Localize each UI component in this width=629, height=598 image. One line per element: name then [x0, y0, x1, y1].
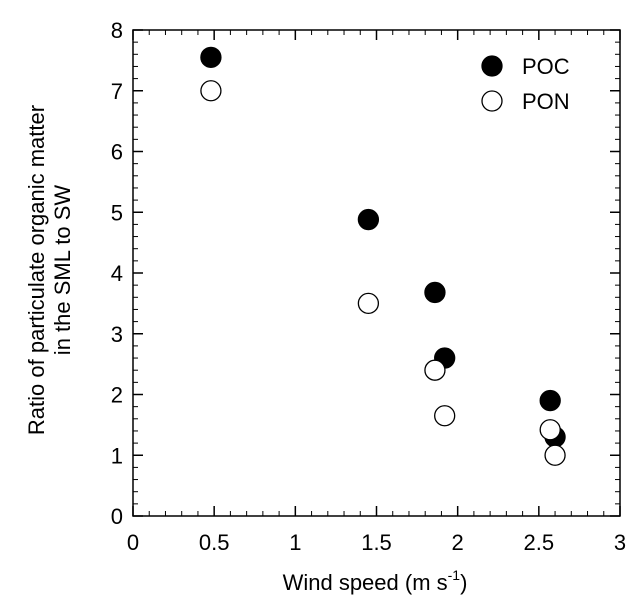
pon-point: [200, 80, 222, 102]
y-tick-label: 0: [111, 504, 123, 529]
legend-label-pon: PON: [522, 89, 570, 114]
x-axis-title-end: ): [460, 570, 467, 595]
x-tick-label: 1: [289, 530, 301, 555]
poc-point: [200, 46, 222, 68]
x-tick-label: 0: [127, 530, 139, 555]
y-tick-label: 6: [111, 140, 123, 165]
x-axis-title-sup: -1: [448, 567, 461, 583]
x-axis-ticks: 0 0.5 1 1.5 2 2.5 3: [127, 30, 626, 555]
x-tick-label: 0.5: [199, 530, 230, 555]
y-tick-label: 2: [111, 383, 123, 408]
poc-point: [424, 281, 446, 304]
x-axis-title: Wind speed (m s-1): [283, 567, 468, 595]
y-tick-label: 7: [111, 79, 123, 104]
poc-point: [539, 389, 561, 412]
y-tick-label: 5: [111, 200, 123, 225]
y-tick-label: 3: [111, 322, 123, 347]
y-tick-label: 1: [111, 443, 123, 468]
pon-point: [434, 405, 456, 427]
y-tick-label: 8: [111, 18, 123, 43]
legend-label-poc: POC: [522, 54, 570, 79]
pon-point: [357, 292, 380, 315]
y-axis-ticks: 0 1 2 3 4 5 6 7 8: [111, 18, 620, 529]
pon-point: [544, 444, 566, 466]
y-axis-title-line-2: in the SML to SW: [50, 185, 75, 356]
legend-marker-pon: [481, 90, 503, 112]
poc-point: [357, 208, 380, 231]
x-axis-title-main: Wind speed (m s: [283, 570, 448, 595]
x-tick-label: 2.5: [524, 530, 555, 555]
legend-marker-poc: [481, 55, 503, 77]
pon-point: [424, 359, 446, 381]
legend: POC PON: [481, 54, 570, 114]
x-tick-label: 1.5: [361, 530, 392, 555]
y-tick-label: 4: [111, 261, 123, 286]
pon-point: [539, 419, 561, 441]
y-axis-title-line-1: Ratio of particulate organic matter: [24, 105, 49, 435]
y-axis-title: Ratio of particulate organic matter in t…: [24, 105, 75, 435]
x-tick-label: 3: [614, 530, 626, 555]
x-tick-label: 2: [452, 530, 464, 555]
data-points: [200, 46, 566, 466]
